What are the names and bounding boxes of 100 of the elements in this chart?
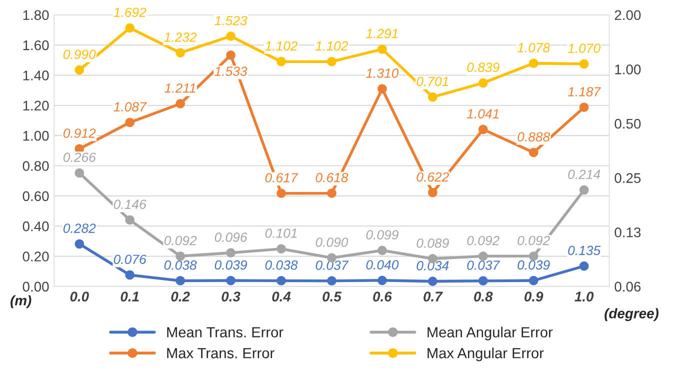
- x-tick-label: 0.1: [120, 292, 139, 302]
- point: [74, 168, 84, 178]
- y2-tick-label: 0.06: [614, 282, 641, 292]
- x-tick-label: 0.5: [322, 292, 342, 302]
- point: [378, 44, 387, 54]
- point: [125, 118, 135, 128]
- point: [74, 65, 84, 75]
- data-label: 1.232: [164, 32, 197, 42]
- point: [478, 251, 488, 261]
- point: [528, 251, 538, 261]
- data-label: 1.087: [114, 102, 147, 112]
- data-label: 1.211: [164, 83, 196, 93]
- y2-tick-label: 0.25: [614, 173, 641, 183]
- data-label: 0.101: [265, 228, 297, 238]
- data-label: 0.034: [416, 261, 449, 270]
- data-label: 0.039: [214, 260, 248, 270]
- data-label: 0.839: [467, 62, 500, 72]
- y-tick-label: 0.20: [22, 252, 49, 262]
- y2-tick-label: 1.00: [615, 64, 641, 74]
- data-label: 0.092: [164, 236, 197, 246]
- point: [579, 59, 589, 69]
- point: [226, 248, 236, 258]
- data-label: 1.310: [366, 68, 399, 78]
- point: [226, 50, 236, 60]
- data-label: 1.102: [316, 41, 348, 51]
- x-tick-label: 0.0: [70, 292, 89, 302]
- point: [176, 251, 186, 261]
- y-tick-label: 1.00: [23, 130, 49, 141]
- point: [327, 276, 336, 286]
- x-tick-label: 1.0: [574, 292, 594, 302]
- y-tick-label: 0.80: [22, 161, 49, 171]
- data-label: 0.037: [316, 260, 349, 270]
- legend-label: Mean Trans. Error: [167, 327, 284, 338]
- point: [579, 185, 589, 195]
- data-label: 1.291: [366, 28, 398, 38]
- point: [176, 99, 186, 108]
- x-tick-label: 0.8: [474, 292, 493, 302]
- data-label: 0.622: [416, 172, 449, 182]
- data-label: 0.092: [518, 236, 550, 246]
- data-label: 0.990: [63, 50, 96, 60]
- data-label: 0.146: [114, 200, 146, 210]
- point: [378, 246, 387, 256]
- data-label: 0.090: [316, 238, 348, 247]
- x-tick-label: 0.7: [424, 292, 443, 302]
- point: [327, 188, 336, 198]
- y-tick-label: 1.80: [23, 10, 49, 20]
- data-label: 1.692: [114, 8, 146, 18]
- point: [226, 32, 236, 41]
- data-label: 0.076: [114, 254, 146, 264]
- point: [327, 56, 336, 66]
- legend-label: Max Angular Error: [428, 348, 544, 362]
- y2-tick-label: 0.13: [614, 227, 641, 238]
- data-label: 1.041: [466, 109, 499, 118]
- point: [528, 276, 538, 286]
- data-label: 0.617: [265, 173, 298, 182]
- data-label: 0.214: [568, 170, 600, 180]
- point: [276, 244, 286, 254]
- data-label: 0.912: [63, 128, 96, 138]
- data-label: 0.135: [568, 246, 601, 256]
- x-tick-label: 0.4: [272, 292, 291, 302]
- legend-label: Max Trans. Error: [167, 348, 274, 358]
- data-label: 0.096: [214, 232, 248, 242]
- point: [176, 48, 186, 58]
- data-label: 1.078: [517, 43, 550, 52]
- legend-label: Mean Angular Error: [428, 326, 553, 340]
- data-label: 1.070: [568, 44, 600, 53]
- point: [226, 276, 236, 286]
- data-label: 0.092: [467, 236, 500, 246]
- point: [125, 215, 135, 225]
- data-label: 0.089: [416, 238, 449, 248]
- point: [478, 124, 488, 134]
- y-tick-label: 1.60: [23, 40, 49, 50]
- point: [176, 276, 186, 286]
- data-label: 0.888: [518, 132, 550, 142]
- y-tick-label: 0.60: [22, 191, 49, 202]
- y2-tick-label: 0.50: [614, 118, 641, 129]
- point: [478, 276, 488, 286]
- y2-axis-title: (degree): [604, 308, 658, 322]
- y-tick-label: 0.40: [22, 221, 49, 232]
- data-label: 0.282: [63, 224, 96, 233]
- y2-tick-label: 2.00: [614, 10, 641, 20]
- point: [579, 102, 589, 112]
- point: [74, 239, 84, 249]
- x-tick-label: 0.9: [524, 292, 544, 302]
- point: [276, 276, 286, 286]
- point: [428, 188, 438, 198]
- y-axis-title: (m): [10, 295, 32, 308]
- x-tick-label: 0.3: [222, 292, 240, 302]
- data-label: 1.187: [568, 87, 601, 96]
- y-tick-label: 1.40: [23, 70, 49, 80]
- data-label: 1.533: [214, 66, 248, 76]
- data-label: 0.038: [164, 260, 197, 270]
- data-label: 0.037: [467, 260, 500, 270]
- data-label: 0.099: [366, 230, 398, 240]
- point: [276, 56, 286, 66]
- y-tick-label: 1.20: [23, 100, 49, 111]
- point: [378, 276, 387, 286]
- point: [428, 276, 438, 286]
- point: [125, 270, 135, 280]
- y-tick-label: 0.00: [22, 282, 49, 292]
